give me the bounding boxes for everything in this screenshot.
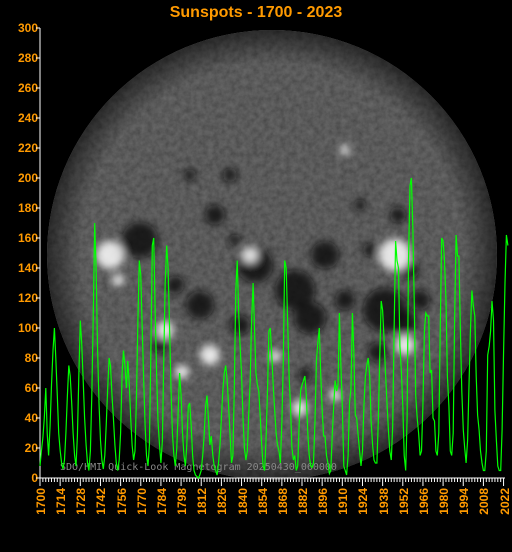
y-tick-label: 60 (25, 381, 38, 395)
x-tick-label: 1728 (74, 488, 88, 515)
chart-container: Sunspots - 1700 - 2023 SDO/HMI Quick-Loo… (0, 0, 512, 552)
x-tick-label: 1994 (457, 488, 471, 515)
x-tick-label: 1714 (54, 488, 68, 515)
x-tick-label: 1868 (276, 488, 290, 515)
x-tick-label: 1798 (175, 488, 189, 515)
line-chart (40, 28, 505, 490)
x-tick-label: 2008 (477, 488, 491, 515)
y-tick-label: 240 (18, 111, 38, 125)
chart-title: Sunspots - 1700 - 2023 (0, 4, 512, 22)
x-tick-label: 1784 (155, 488, 169, 515)
y-tick-label: 260 (18, 81, 38, 95)
x-tick-label: 2022 (498, 488, 512, 515)
x-tick-label: 1812 (195, 488, 209, 515)
y-tick-label: 140 (18, 261, 38, 275)
y-tick-label: 40 (25, 411, 38, 425)
y-tick-label: 180 (18, 201, 38, 215)
y-tick-label: 20 (25, 441, 38, 455)
x-tick-label: 1854 (256, 488, 270, 515)
x-tick-label: 1966 (417, 488, 431, 515)
y-tick-label: 160 (18, 231, 38, 245)
x-tick-label: 1952 (397, 488, 411, 515)
x-tick-label: 1742 (94, 488, 108, 515)
y-tick-label: 100 (18, 321, 38, 335)
y-tick-label: 80 (25, 351, 38, 365)
y-tick-label: 200 (18, 171, 38, 185)
x-tick-label: 1756 (115, 488, 129, 515)
y-tick-label: 300 (18, 21, 38, 35)
x-tick-label: 1910 (336, 488, 350, 515)
y-axis: 0204060801001201401601802002202402602803… (0, 28, 40, 478)
y-tick-label: 220 (18, 141, 38, 155)
x-tick-label: 1840 (236, 488, 250, 515)
x-tick-label: 1700 (34, 488, 48, 515)
x-tick-label: 1924 (356, 488, 370, 515)
x-tick-label: 1826 (215, 488, 229, 515)
x-tick-label: 1980 (437, 488, 451, 515)
x-tick-label: 1882 (296, 488, 310, 515)
y-tick-label: 120 (18, 291, 38, 305)
x-tick-label: 1896 (316, 488, 330, 515)
y-tick-label: 280 (18, 51, 38, 65)
x-tick-label: 1938 (377, 488, 391, 515)
x-tick-label: 1770 (135, 488, 149, 515)
